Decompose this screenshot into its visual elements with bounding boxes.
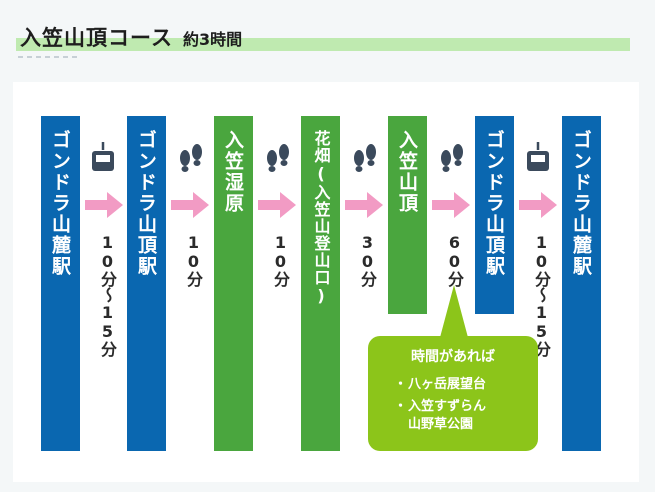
station-gondola-base-start: ゴンドラ山麓駅	[41, 116, 80, 451]
segment-time: 10分	[271, 233, 290, 287]
gondola-icon	[92, 142, 114, 171]
station-iriyasa-summit: 入笠山頂	[388, 116, 427, 314]
segment-time: 10分〜15分	[98, 233, 117, 357]
arrow-right-icon	[171, 192, 209, 218]
footprints-icon	[354, 144, 376, 172]
page-title: 入笠山頂コース 約3時間	[20, 22, 242, 52]
station-flower-field: 花畑(入笠山登山口)	[301, 116, 340, 451]
list-item: ・入笠すずらん 山野草公園	[394, 399, 487, 432]
arrow-right-icon	[85, 192, 123, 218]
title-dots	[18, 56, 77, 58]
arrow-right-icon	[258, 192, 296, 218]
station-gondola-base-end: ゴンドラ山麓駅	[562, 116, 601, 451]
course-name: 入笠山頂コース	[20, 26, 173, 50]
optional-stops-callout: 時間があれば ・八ヶ岳展望台 ・入笠すずらん 山野草公園	[368, 336, 538, 451]
title-underline	[16, 38, 630, 51]
footprints-icon	[267, 144, 289, 172]
optional-stops-list: ・八ヶ岳展望台 ・入笠すずらん 山野草公園	[380, 376, 526, 434]
gondola-icon	[527, 142, 549, 171]
segment-time: 30分	[358, 233, 377, 287]
list-item: ・八ヶ岳展望台	[394, 377, 487, 392]
station-iriyasa-marsh: 入笠湿原	[214, 116, 253, 451]
arrow-right-icon	[345, 192, 383, 218]
station-gondola-summit-2: ゴンドラ山頂駅	[475, 116, 514, 314]
segment-time: 10分	[184, 233, 203, 287]
callout-title: 時間があれば	[411, 349, 495, 365]
arrow-right-icon	[519, 192, 557, 218]
station-gondola-summit-1: ゴンドラ山頂駅	[127, 116, 166, 451]
course-duration: 約3時間	[182, 30, 243, 49]
segment-time: 10分〜15分	[532, 233, 551, 357]
footprints-icon	[180, 144, 202, 172]
segment-time: 60分	[445, 233, 464, 287]
callout-pointer	[438, 285, 470, 345]
footprints-icon	[441, 144, 463, 172]
arrow-right-icon	[432, 192, 470, 218]
